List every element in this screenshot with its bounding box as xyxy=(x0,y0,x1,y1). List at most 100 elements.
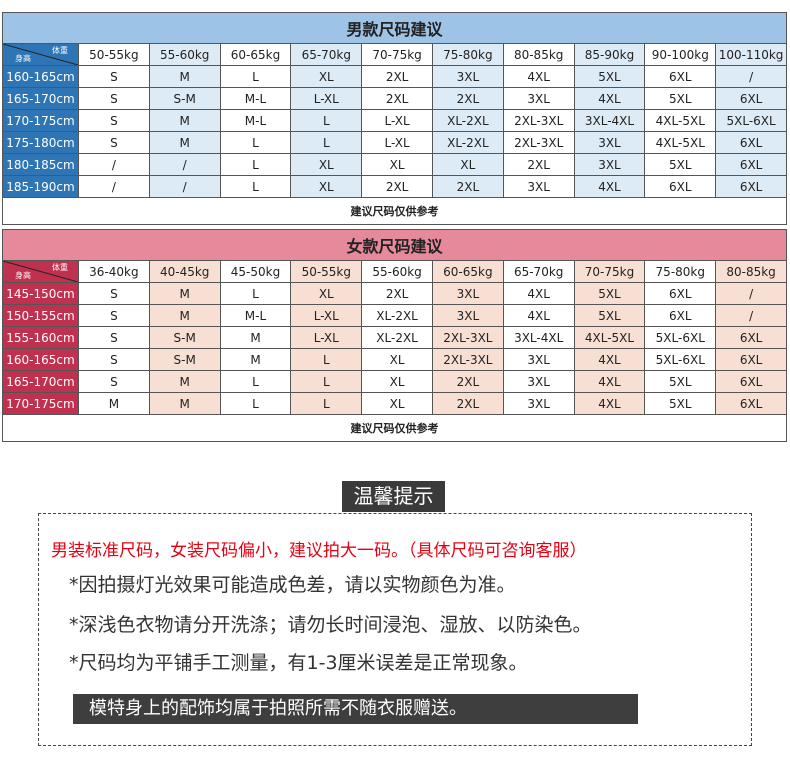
size-cell: 5XL xyxy=(573,65,646,88)
size-cell: 6XL xyxy=(715,175,787,198)
size-cell: 5XL xyxy=(644,153,717,176)
size-cell: S xyxy=(78,131,150,154)
weight-label: 体重 xyxy=(52,263,68,272)
weight-header: 55-60kg xyxy=(148,43,221,66)
tips-banner: 模特身上的配饰均属于拍照所需不随衣服赠送。 xyxy=(73,694,638,724)
size-cell: / xyxy=(715,282,787,305)
weight-header: 90-100kg xyxy=(644,43,717,66)
size-cell: M xyxy=(148,282,221,305)
size-cell: 3XL xyxy=(502,370,575,393)
weight-header: 65-70kg xyxy=(502,260,575,283)
size-cell: 3XL xyxy=(502,348,575,371)
size-cell: L xyxy=(219,392,292,415)
size-cell: 5XL-6XL xyxy=(715,109,787,132)
size-cell: 5XL xyxy=(644,87,717,110)
weight-header: 75-80kg xyxy=(431,43,504,66)
size-cell: L xyxy=(290,109,363,132)
size-cell: S xyxy=(78,348,150,371)
size-cell: 4XL xyxy=(502,65,575,88)
size-cell: XL xyxy=(361,153,433,176)
size-cell: S xyxy=(78,370,150,393)
table-row: 160-165cm S S-M M L XL 2XL-3XL 3XL 4XL 5XL-6XL 6XL xyxy=(2,348,787,371)
size-cell: 4XL xyxy=(573,348,646,371)
weight-header: 60-65kg xyxy=(431,260,504,283)
size-cell: 3XL xyxy=(431,304,504,327)
size-cell: S xyxy=(78,109,150,132)
size-cell: 6XL xyxy=(715,87,787,110)
size-cell: 5XL xyxy=(644,370,717,393)
size-cell: S-M xyxy=(148,326,221,349)
weight-label: 体重 xyxy=(52,46,68,55)
size-cell: XL-2XL xyxy=(431,131,504,154)
size-cell: XL-2XL xyxy=(361,326,433,349)
weight-header: 75-80kg xyxy=(644,260,717,283)
size-cell: XL xyxy=(361,392,433,415)
tips-title: 温馨提示 xyxy=(342,481,445,512)
size-cell: L xyxy=(290,131,363,154)
tips-box: 男装标准尺码，女装尺码偏小，建议拍大一码。（具体尺码可咨询客服） *因拍摄灯光效… xyxy=(38,513,752,746)
weight-header: 100-110kg xyxy=(715,43,787,66)
size-cell: / xyxy=(715,65,787,88)
size-cell: M-L xyxy=(219,304,292,327)
size-cell: 5XL xyxy=(573,304,646,327)
size-cell: 3XL-4XL xyxy=(573,109,646,132)
size-cell: 6XL xyxy=(715,392,787,415)
size-cell: / xyxy=(78,175,150,198)
size-cell: 5XL-6XL xyxy=(644,348,717,371)
size-cell: S xyxy=(78,304,150,327)
size-cell: M xyxy=(148,109,221,132)
size-cell: L xyxy=(219,131,292,154)
weight-header: 70-75kg xyxy=(573,260,646,283)
size-cell: XL xyxy=(361,348,433,371)
table-row: 145-150cm S M L XL 2XL 3XL 4XL 5XL 6XL / xyxy=(2,282,787,305)
height-label: 身高 xyxy=(15,54,31,63)
size-cell: 4XL xyxy=(502,304,575,327)
size-cell: XL xyxy=(290,175,363,198)
size-cell: / xyxy=(148,175,221,198)
size-cell: S-M xyxy=(148,348,221,371)
size-cell: L xyxy=(219,153,292,176)
size-cell: M xyxy=(219,326,292,349)
size-cell: L xyxy=(290,348,363,371)
weight-header: 70-75kg xyxy=(361,43,433,66)
size-cell: M xyxy=(148,370,221,393)
size-cell: L-XL xyxy=(290,326,363,349)
women-table-title: 女款尺码建议 xyxy=(2,229,787,261)
size-cell: 3XL xyxy=(431,65,504,88)
size-cell: 3XL xyxy=(502,87,575,110)
size-cell: XL xyxy=(290,65,363,88)
height-cell: 175-180cm xyxy=(2,131,79,154)
size-cell: M xyxy=(148,65,221,88)
table-row: 155-160cm S S-M M L-XL XL-2XL 2XL-3XL 3XL-4XL 4X… xyxy=(2,326,787,349)
size-cell: 2XL xyxy=(431,370,504,393)
size-cell: XL-2XL xyxy=(361,304,433,327)
weight-header: 85-90kg xyxy=(573,43,646,66)
size-cell: 3XL xyxy=(502,392,575,415)
size-cell: / xyxy=(78,153,150,176)
corner-cell: 体重身高 xyxy=(2,43,79,66)
size-cell: M xyxy=(78,392,150,415)
size-cell: M xyxy=(148,392,221,415)
table-note: 建议尺码仅供参考 xyxy=(2,414,787,442)
table-row: 185-190cm / / L XL 2XL 2XL 3XL 4XL 6XL 6XL xyxy=(2,175,787,198)
women-size-table: 女款尺码建议 体重 身高 36-40kg 40-45kg 45-50kg 50-55kg 55… xyxy=(2,229,787,442)
size-cell: L-XL xyxy=(361,131,433,154)
size-cell: 6XL xyxy=(715,348,787,371)
table-row: 165-170cm S S-M M-L L-XL 2XL 2XL 3XL 4XL 5XL 6XL xyxy=(2,87,787,110)
size-cell: 2XL xyxy=(431,87,504,110)
size-cell: S xyxy=(78,282,150,305)
size-cell: 5XL-6XL xyxy=(644,326,717,349)
size-cell: 4XL xyxy=(573,87,646,110)
size-cell: 6XL xyxy=(644,175,717,198)
size-cell: XL xyxy=(431,153,504,176)
size-cell: 6XL xyxy=(644,304,717,327)
weight-header: 50-55kg xyxy=(78,43,150,66)
height-cell: 150-155cm xyxy=(2,304,79,327)
size-cell: 6XL xyxy=(644,65,717,88)
tip-line: *因拍摄灯光效果可能造成色差，请以实物颜色为准。 xyxy=(69,574,516,596)
height-cell: 180-185cm xyxy=(2,153,79,176)
size-cell: M-L xyxy=(219,87,292,110)
size-cell: L-XL xyxy=(290,304,363,327)
size-cell: 3XL xyxy=(502,175,575,198)
size-cell: 6XL xyxy=(715,326,787,349)
